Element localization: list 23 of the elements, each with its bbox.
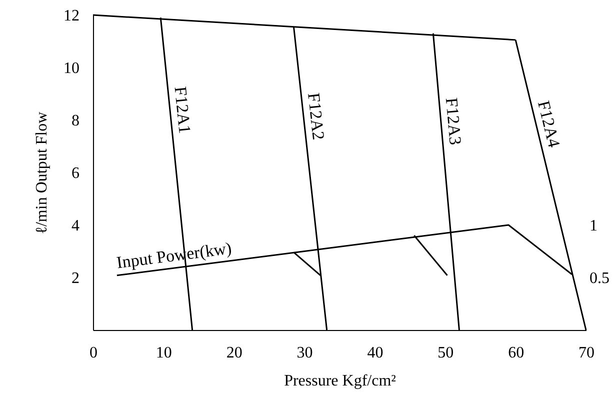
x-tick-label: 10	[156, 344, 172, 362]
y-axis-title: ℓ/min Output Flow	[34, 111, 50, 234]
x-tick-label: 50	[438, 344, 454, 362]
x-tick-label: 20	[226, 344, 242, 362]
y-tick-label: 8	[72, 112, 80, 130]
y2-tick-label: 1	[590, 218, 598, 234]
text: F12A1	[170, 86, 194, 135]
y-tick-label: 10	[64, 60, 80, 77]
y-tick-label: 4	[72, 218, 80, 234]
text: Input Power(kw)	[116, 238, 233, 272]
y-tick-label: 12	[64, 8, 80, 24]
x-tick-label: 60	[508, 344, 524, 362]
x-axis-title: Pressure Kgf/cm²	[284, 372, 396, 390]
x-tick-label: 0	[90, 344, 98, 362]
text: F12A4	[534, 98, 564, 150]
y-tick-label: 2	[72, 270, 80, 287]
y2-tick-label: 0.5	[590, 270, 610, 287]
text: F12A2	[304, 92, 328, 141]
text: F12A3	[442, 96, 465, 146]
x-tick-label: 30	[296, 344, 313, 362]
x-tick-label: 40	[367, 344, 384, 362]
x-tick-label: 70	[578, 344, 594, 362]
y-tick-label: 6	[72, 165, 80, 182]
